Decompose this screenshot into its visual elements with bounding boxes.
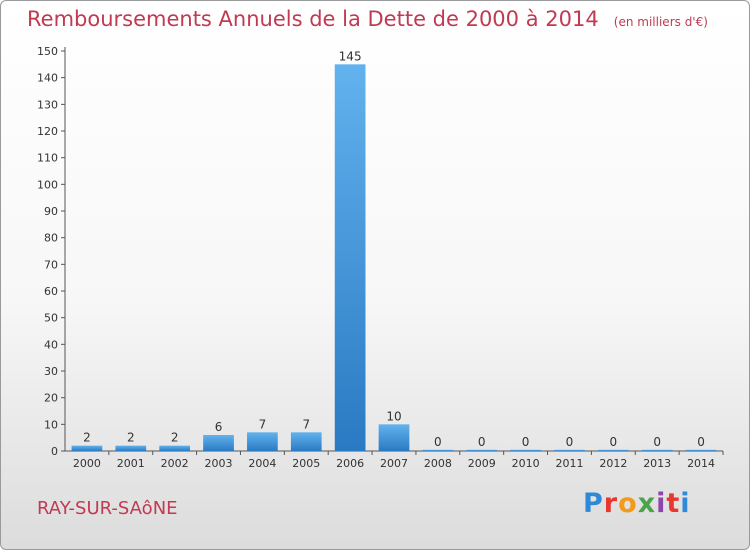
y-tick-label: 150 (37, 45, 58, 58)
bar (597, 449, 629, 451)
x-tick-label: 2007 (380, 457, 408, 470)
title-row: Remboursements Annuels de la Dette de 20… (27, 7, 708, 31)
y-tick-label: 70 (44, 258, 58, 271)
data-label: 10 (386, 409, 401, 423)
logo-letter: i (680, 488, 691, 519)
y-tick-label: 30 (44, 365, 58, 378)
y-tick-label: 50 (44, 312, 58, 325)
bar (334, 64, 366, 452)
bar (247, 432, 278, 451)
bar (685, 449, 717, 451)
y-tick-label: 10 (44, 418, 58, 431)
data-labels: 2 2 2 6 7 7 145 10 0 0 0 0 0 0 0 (83, 49, 705, 448)
bar (510, 449, 541, 451)
commune-name: RAY-SUR-SAôNE (37, 498, 178, 519)
x-tick-label: 2000 (73, 457, 101, 470)
data-label: 0 (697, 435, 705, 449)
bar (466, 449, 498, 451)
bar (203, 435, 234, 451)
data-label: 7 (259, 417, 267, 431)
logo-letter: r (603, 488, 619, 519)
data-label: 0 (653, 435, 661, 449)
bar (641, 449, 673, 451)
data-label: 0 (478, 435, 486, 449)
bar (378, 424, 410, 451)
data-label: 7 (302, 417, 310, 431)
x-tick-label: 2006 (336, 457, 364, 470)
bar (115, 445, 147, 451)
x-tick-label: 2012 (599, 457, 627, 470)
x-tick-label: 2002 (161, 457, 189, 470)
y-tick-label: 90 (44, 205, 58, 218)
x-tick-label: 2008 (424, 457, 452, 470)
x-tick-label: 2004 (248, 457, 276, 470)
y-tick-label: 120 (37, 125, 58, 138)
data-label: 0 (522, 435, 530, 449)
y-tick-label: 60 (44, 285, 58, 298)
logo-letter: o (618, 488, 638, 519)
bar (422, 449, 454, 451)
x-tick-label: 2011 (555, 457, 583, 470)
data-label: 0 (566, 435, 574, 449)
bar (290, 432, 322, 451)
y-tick-label: 140 (37, 72, 58, 85)
data-label: 0 (610, 435, 618, 449)
proxiti-logo: Proxiti (583, 488, 691, 519)
logo-letter: t (666, 488, 681, 519)
x-tick-label: 2013 (643, 457, 671, 470)
y-tick-label: 110 (37, 152, 58, 165)
logo-letter: P (583, 488, 604, 519)
data-label: 2 (171, 431, 179, 445)
x-tick-label: 2003 (205, 457, 233, 470)
data-label: 2 (83, 431, 91, 445)
logo-letter: x (637, 488, 657, 519)
y-tick-label: 40 (44, 338, 58, 351)
x-tick-label: 2005 (292, 457, 320, 470)
x-tick-label: 2014 (687, 457, 715, 470)
data-label: 6 (215, 420, 223, 434)
logo-letter: i (656, 488, 667, 519)
data-label: 2 (127, 431, 135, 445)
bar (71, 445, 103, 451)
y-tick-label: 20 (44, 392, 58, 405)
y-tick-label: 130 (37, 98, 58, 111)
chart-title: Remboursements Annuels de la Dette de 20… (27, 7, 599, 31)
data-label: 145 (339, 49, 362, 63)
bar (554, 449, 585, 451)
x-tick-label: 2001 (117, 457, 145, 470)
bar (159, 445, 191, 451)
x-tick-label: 2009 (468, 457, 496, 470)
chart-unit: (en milliers d'€) (613, 15, 708, 29)
y-tick-label: 80 (44, 232, 58, 245)
axes: 0102030405060708090100110120130140150200… (37, 45, 724, 470)
y-tick-label: 0 (51, 445, 58, 458)
x-tick-label: 2010 (512, 457, 540, 470)
y-tick-label: 100 (37, 178, 58, 191)
data-label: 0 (434, 435, 442, 449)
bars (71, 64, 717, 452)
